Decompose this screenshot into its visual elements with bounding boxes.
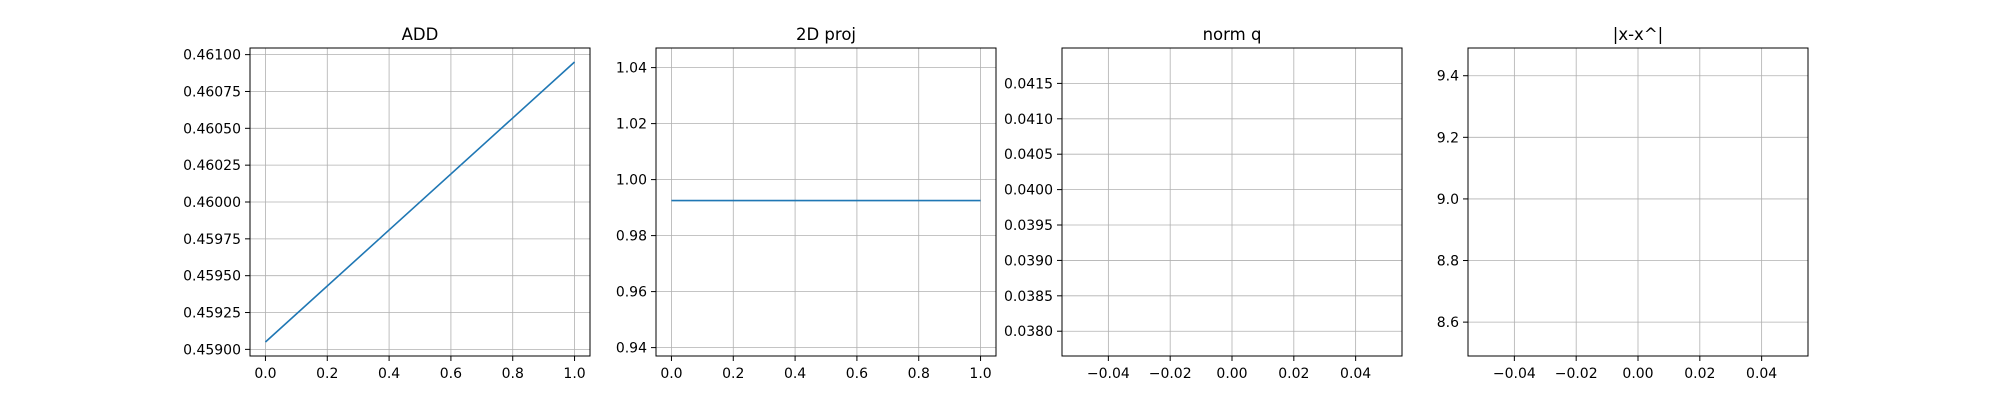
y-tick-label: 0.45900: [183, 342, 241, 358]
chart-title: 2D proj: [796, 25, 856, 44]
y-tick-label: 0.46075: [183, 84, 241, 100]
x-tick-label: 0.4: [378, 366, 400, 382]
y-tick-label: 1.02: [616, 117, 647, 133]
x-tick-label: 0.02: [1278, 366, 1309, 382]
x-tick-label: 0.6: [440, 366, 462, 382]
x-tick-label: 0.02: [1684, 366, 1715, 382]
x-tick-label: −0.02: [1555, 366, 1598, 382]
y-tick-label: 0.45950: [183, 269, 241, 285]
x-tick-label: 0.8: [908, 366, 930, 382]
y-tick-label: 0.46100: [183, 48, 241, 64]
x-tick-label: 0.00: [1216, 366, 1247, 382]
x-tick-label: 0.2: [722, 366, 744, 382]
x-tick-label: 0.04: [1340, 366, 1371, 382]
y-tick-label: 0.0415: [1004, 76, 1053, 92]
y-tick-label: 0.0380: [1004, 324, 1053, 340]
subplot-4: |x-x^| −0.04 −0.02 0.00 0.02 0.04 8.6 8.8 9.0 9.2…: [1437, 25, 1809, 382]
x-tick-label: 1.0: [563, 366, 585, 382]
y-tick-label: 0.94: [616, 341, 647, 357]
y-tick-label: 9.0: [1437, 192, 1459, 208]
x-tick-label: −0.04: [1493, 366, 1536, 382]
y-tick-label: 1.04: [616, 61, 647, 77]
y-tick-label: 0.0400: [1004, 183, 1053, 199]
y-tick-label: 0.0395: [1004, 218, 1053, 234]
x-tick-label: 0.0: [254, 366, 276, 382]
subplot-1: ADD 0.0 0.2 0.4 0.6 0.8 1.0 0.45900 0.45925 0.459…: [183, 25, 591, 382]
axes-frame: [1467, 47, 1809, 357]
x-tick-label: −0.04: [1087, 366, 1130, 382]
y-tick-label: 0.96: [616, 285, 647, 301]
x-tick-label: 0.6: [846, 366, 868, 382]
x-tick-label: 0.0: [660, 366, 682, 382]
y-tick-label: 0.0385: [1004, 289, 1053, 305]
x-tick-label: 0.2: [316, 366, 338, 382]
y-tick-label: 8.8: [1437, 254, 1459, 270]
y-tick-label: 0.45975: [183, 232, 241, 248]
subplot-3: norm q −0.04 −0.02 0.00 0.02 0.04 0.0380 0.0385…: [1004, 25, 1403, 382]
y-tick-label: 0.0390: [1004, 253, 1053, 269]
x-tick-label: −0.02: [1149, 366, 1192, 382]
y-tick-label: 8.6: [1437, 315, 1459, 331]
axes-frame: [655, 47, 997, 357]
chart-title: |x-x^|: [1613, 25, 1663, 44]
axes-frame: [249, 47, 591, 357]
series-line-1: [264, 61, 576, 343]
x-tick-label: 1.0: [969, 366, 991, 382]
y-tick-label: 9.4: [1437, 69, 1459, 85]
y-tick-label: 1.00: [616, 173, 647, 189]
y-tick-label: 0.46025: [183, 158, 241, 174]
y-tick-label: 0.0405: [1004, 147, 1053, 163]
chart-title: norm q: [1203, 25, 1262, 44]
x-tick-label: 0.04: [1746, 366, 1777, 382]
x-tick-label: 0.4: [784, 366, 806, 382]
y-tick-label: 0.45925: [183, 306, 241, 322]
x-tick-label: 0.8: [502, 366, 524, 382]
chart-title: ADD: [402, 25, 439, 44]
x-tick-label: 0.00: [1622, 366, 1653, 382]
y-tick-label: 0.0410: [1004, 112, 1053, 128]
subplot-2: 2D proj 0.0 0.2 0.4 0.6 0.8 1.0 0.94 0.96 0.98 1.0…: [616, 25, 997, 382]
y-tick-label: 9.2: [1437, 130, 1459, 146]
y-tick-label: 0.98: [616, 229, 647, 245]
y-tick-label: 0.46000: [183, 195, 241, 211]
y-tick-label: 0.46050: [183, 121, 241, 137]
axes-frame: [1061, 47, 1403, 357]
